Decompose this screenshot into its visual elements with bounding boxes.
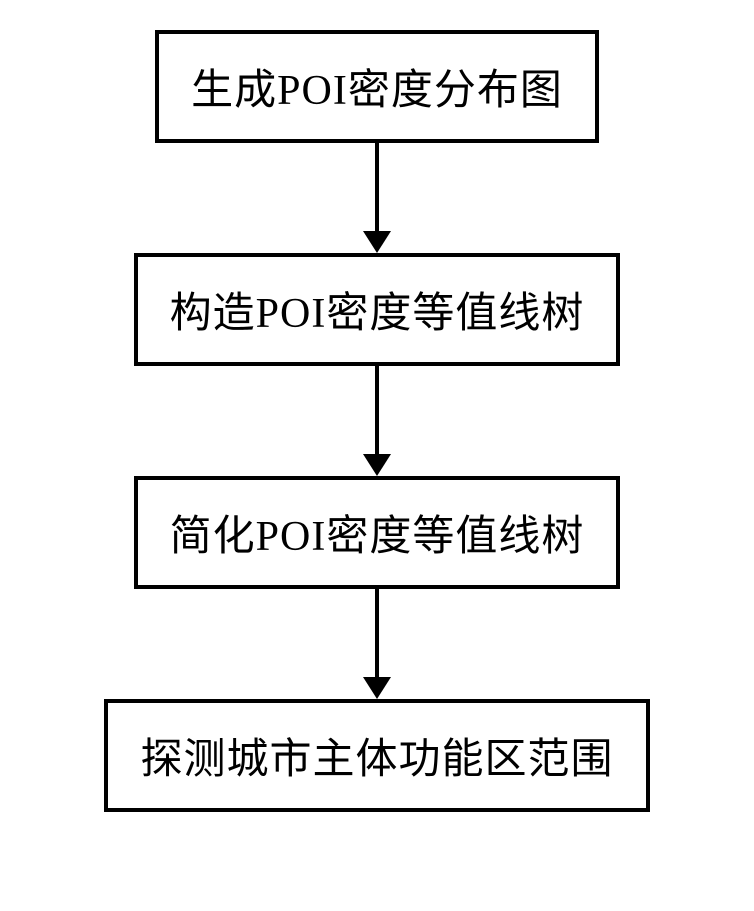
node-label: 探测城市主体功能区范围	[140, 737, 613, 783]
arrow-down-icon	[363, 589, 391, 699]
flowchart-node-4: 探测城市主体功能区范围	[104, 699, 649, 812]
arrow-line	[375, 366, 379, 454]
flowchart-node-1: 生成POI密度分布图	[155, 30, 599, 143]
flowchart-container: 生成POI密度分布图 构造POI密度等值线树 简化POI密度等值线树 探测城市主…	[104, 30, 649, 812]
arrow-head	[363, 454, 391, 476]
flowchart-node-2: 构造POI密度等值线树	[134, 253, 621, 366]
node-label: 构造POI密度等值线树	[170, 291, 585, 337]
arrow-line	[375, 589, 379, 677]
arrow-head	[363, 677, 391, 699]
flowchart-node-3: 简化POI密度等值线树	[134, 476, 621, 589]
arrow-down-icon	[363, 143, 391, 253]
arrow-line	[375, 143, 379, 231]
arrow-head	[363, 231, 391, 253]
arrow-down-icon	[363, 366, 391, 476]
node-label: 生成POI密度分布图	[191, 68, 563, 114]
node-label: 简化POI密度等值线树	[170, 514, 585, 560]
